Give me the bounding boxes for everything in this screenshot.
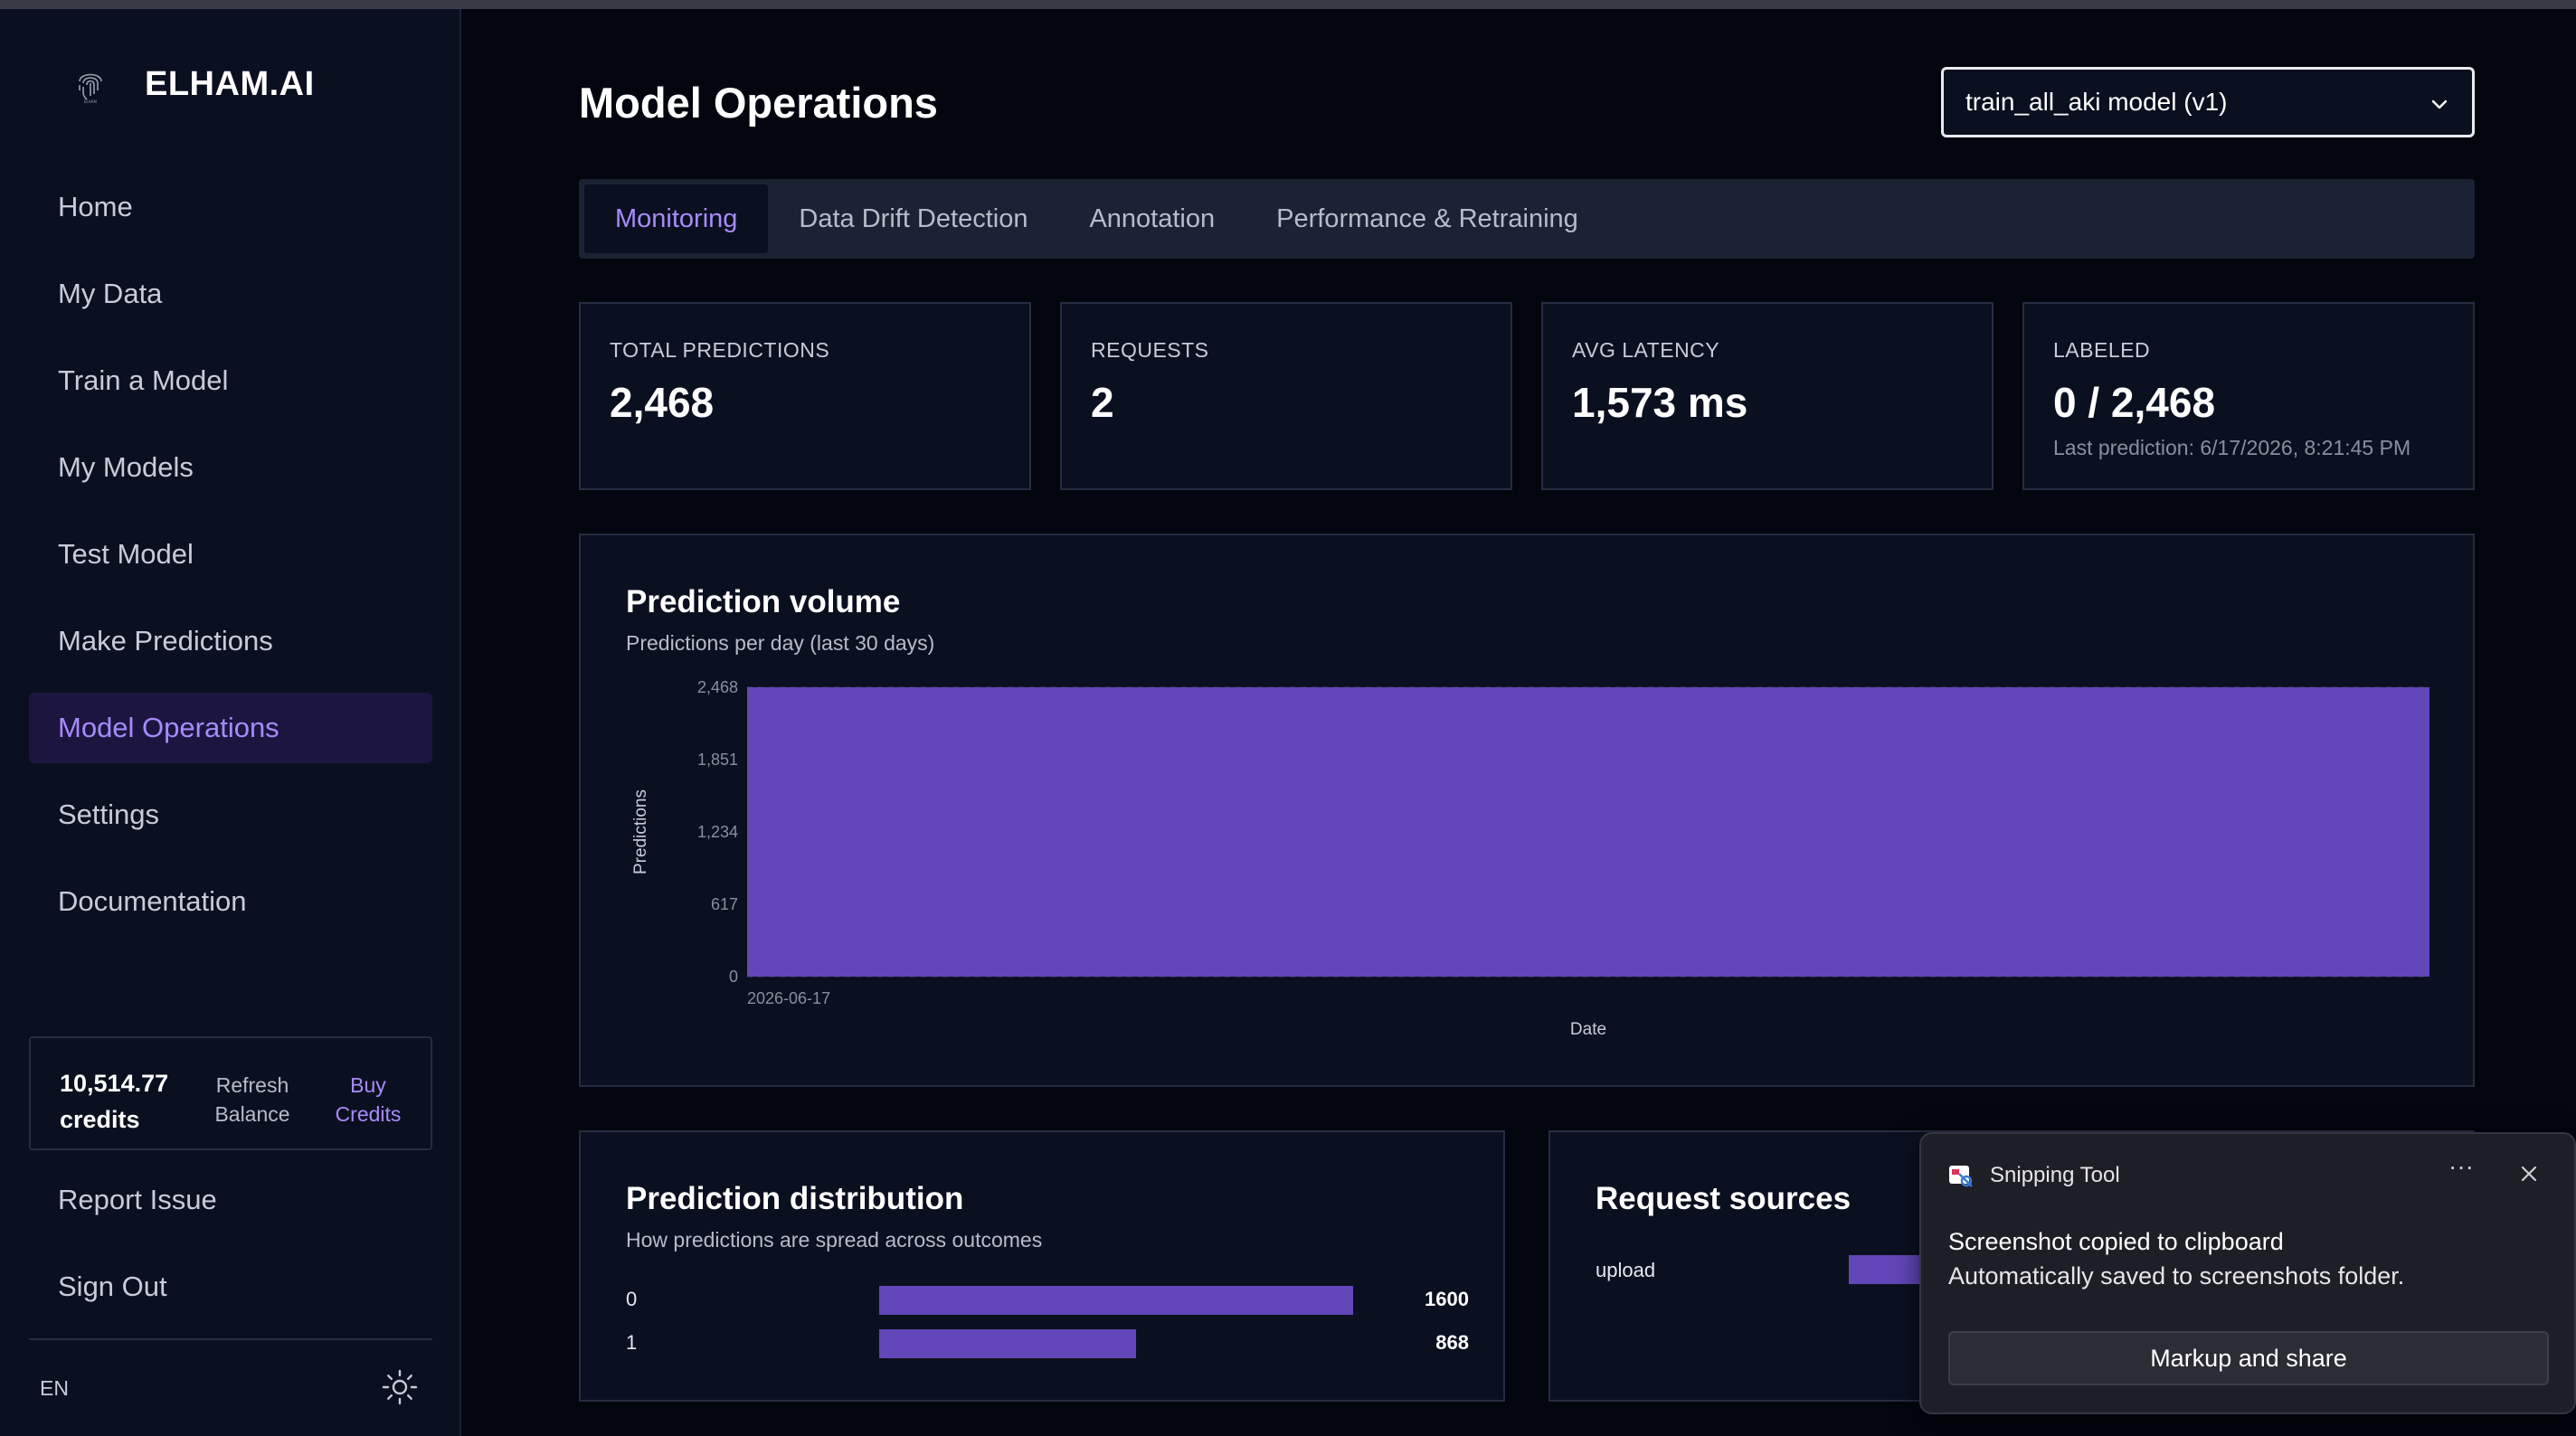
y-tick-label: 617 xyxy=(711,895,738,913)
distribution-row: 1 868 xyxy=(626,1327,1485,1360)
x-tick-label: 2026-06-17 xyxy=(747,989,830,1007)
distribution-bar xyxy=(879,1286,1353,1315)
snipping-tool-icon xyxy=(1949,1166,1973,1187)
stat-label: LABELED xyxy=(2053,338,2151,362)
sidebar-item-make-predictions[interactable]: Make Predictions xyxy=(58,625,273,657)
credits-balance: 10,514.77 credits xyxy=(60,1070,169,1133)
credits-box: 10,514.77 credits Refresh Balance Buy Cr… xyxy=(29,1036,432,1150)
language-selector[interactable]: EN xyxy=(40,1376,69,1400)
panel-title: Prediction volume xyxy=(626,584,901,619)
sidebar-item-model-operations[interactable]: Model Operations xyxy=(29,693,432,763)
panel-title: Prediction distribution xyxy=(626,1181,964,1216)
stat-card-requests: REQUESTS 2 xyxy=(1060,302,1512,490)
distribution-label: 1 xyxy=(626,1331,638,1354)
sidebar: ELHAM ELHAM.AI Home My Data Train a Mode… xyxy=(0,9,461,1436)
volume-bar xyxy=(747,687,2429,977)
prediction-distribution-panel: Prediction distribution How predictions … xyxy=(579,1130,1505,1402)
y-tick-label: 1,851 xyxy=(697,751,738,769)
sidebar-item-documentation[interactable]: Documentation xyxy=(58,885,247,917)
prediction-volume-chart: 0 617 1,234 1,851 2,468 2026-06-17 Date Predict… xyxy=(631,678,2429,1039)
sidebar-item-my-data[interactable]: My Data xyxy=(58,278,163,309)
stat-value: 1,573 ms xyxy=(1572,379,1748,426)
sidebar-divider xyxy=(29,1338,432,1340)
y-tick-label: 1,234 xyxy=(697,823,738,841)
distribution-label: 0 xyxy=(626,1288,638,1310)
distribution-track xyxy=(879,1286,1353,1315)
sidebar-item-settings[interactable]: Settings xyxy=(58,798,160,830)
source-label: upload xyxy=(1596,1259,1656,1281)
brand-name: ELHAM.AI xyxy=(145,65,315,103)
y-axis-label: Predictions xyxy=(631,789,650,874)
sidebar-nav: Home My Data Train a Model My Models Tes… xyxy=(29,172,432,953)
snipping-tool-notification: Snipping Tool ··· Screenshot copied to c… xyxy=(1919,1132,2576,1414)
stat-label: REQUESTS xyxy=(1091,338,1209,362)
sidebar-item-sign-out[interactable]: Sign Out xyxy=(58,1271,167,1302)
window-top-strip xyxy=(0,0,2576,9)
chevron-down-icon xyxy=(2431,99,2448,109)
tab-data-drift-detection[interactable]: Data Drift Detection xyxy=(799,203,1028,233)
distribution-value: 1600 xyxy=(1425,1288,1469,1310)
stat-card-avg-latency: AVG LATENCY 1,573 ms xyxy=(1541,302,1994,490)
stat-value: 0 / 2,468 xyxy=(2053,379,2216,426)
last-prediction-time: Last prediction: 6/17/2026, 8:21:45 PM xyxy=(2053,436,2411,459)
stat-card-labeled: LABELED 0 / 2,468 Last prediction: 6/17/… xyxy=(2022,302,2475,490)
toast-detail: Automatically saved to screenshots folde… xyxy=(1948,1262,2405,1290)
stat-value: 2 xyxy=(1091,379,1114,426)
close-icon[interactable] xyxy=(2509,1154,2549,1194)
stat-card-total-predictions: TOTAL PREDICTIONS 2,468 xyxy=(579,302,1031,490)
distribution-track xyxy=(879,1329,1353,1358)
toast-app-name: Snipping Tool xyxy=(1990,1163,2120,1187)
markup-and-share-button[interactable]: Markup and share xyxy=(1948,1331,2549,1385)
refresh-balance-button[interactable]: Refresh Balance xyxy=(214,1073,290,1126)
sidebar-item-home[interactable]: Home xyxy=(58,191,133,222)
tab-bar: Monitoring Data Drift Detection Annotati… xyxy=(579,179,2475,259)
sidebar-item-train-model[interactable]: Train a Model xyxy=(58,364,229,396)
panel-title: Request sources xyxy=(1596,1181,1852,1216)
tab-monitoring[interactable]: Monitoring xyxy=(584,184,769,253)
model-select[interactable]: train_all_aki model (v1) xyxy=(1941,67,2475,137)
more-options-button[interactable]: ··· xyxy=(2448,1152,2474,1180)
y-tick-label: 0 xyxy=(729,968,738,986)
toast-message: Screenshot copied to clipboard xyxy=(1948,1228,2284,1255)
tab-annotation[interactable]: Annotation xyxy=(1089,203,1216,233)
buy-credits-button[interactable]: Buy Credits xyxy=(335,1073,402,1126)
distribution-row: 0 1600 xyxy=(626,1284,1485,1317)
fingerprint-logo-icon: ELHAM xyxy=(79,73,102,104)
stat-label: TOTAL PREDICTIONS xyxy=(610,338,830,362)
panel-subtitle: How predictions are spread across outcom… xyxy=(626,1228,1043,1252)
sidebar-bottom-nav: Report Issue Sign Out xyxy=(29,1165,432,1338)
stat-label: AVG LATENCY xyxy=(1572,338,1720,362)
y-tick-label: 2,468 xyxy=(697,678,738,696)
page-title: Model Operations xyxy=(579,79,938,127)
sidebar-item-my-models[interactable]: My Models xyxy=(58,451,194,483)
x-axis-label: Date xyxy=(1570,1020,1606,1039)
model-select-value: train_all_aki model (v1) xyxy=(1965,88,2228,116)
stat-value: 2,468 xyxy=(610,379,715,426)
sidebar-item-report-issue[interactable]: Report Issue xyxy=(58,1184,217,1215)
distribution-value: 868 xyxy=(1435,1331,1469,1354)
distribution-bar xyxy=(879,1329,1137,1358)
svg-text:ELHAM: ELHAM xyxy=(84,99,98,104)
panel-subtitle: Predictions per day (last 30 days) xyxy=(626,631,935,655)
prediction-volume-panel: Prediction volume Predictions per day (l… xyxy=(579,534,2475,1087)
sun-icon[interactable] xyxy=(380,1367,420,1407)
sidebar-item-test-model[interactable]: Test Model xyxy=(58,538,194,570)
tab-performance-retraining[interactable]: Performance & Retraining xyxy=(1276,203,1578,233)
